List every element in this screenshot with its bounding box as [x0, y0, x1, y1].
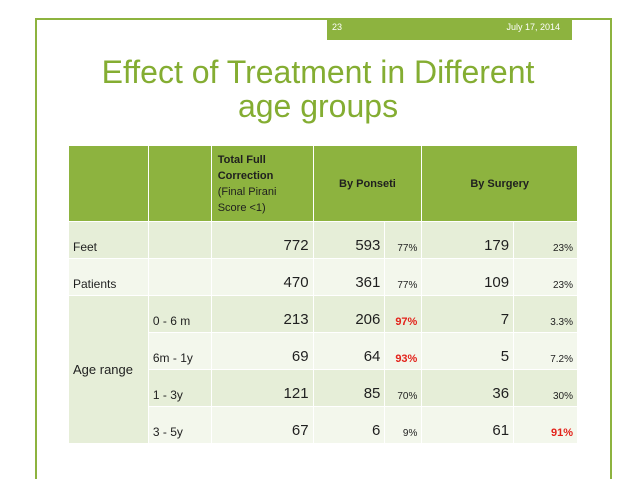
slide-header-bar: 23 July 17, 2014 — [327, 18, 572, 40]
title-line-1: Effect of Treatment in Different — [101, 54, 535, 90]
table-row: Feet 772 593 77% 179 23% — [68, 221, 578, 259]
table-row: Patients 470 361 77% 109 23% — [68, 258, 578, 296]
total-value: 772 — [210, 221, 314, 259]
surgery-percent: 30% — [513, 369, 578, 407]
ponseti-percent: 70% — [384, 369, 423, 407]
row-sub-label: 0 - 6 m — [147, 295, 212, 333]
ponseti-percent: 77% — [384, 258, 423, 296]
header-total-sub2: Score <1) — [217, 201, 266, 214]
row-label: Patients — [68, 258, 149, 296]
surgery-value: 36 — [421, 369, 515, 407]
surgery-percent: 7.2% — [513, 332, 578, 370]
header-by-ponseti: By Ponseti — [312, 145, 423, 222]
row-sub-label: 1 - 3y — [147, 369, 212, 407]
header-by-surgery: By Surgery — [421, 145, 578, 222]
slide-date: July 17, 2014 — [506, 22, 560, 32]
ponseti-value: 85 — [312, 369, 386, 407]
surgery-percent-highlight: 91% — [513, 406, 578, 444]
header-total-line2: Correction — [217, 169, 274, 182]
ponseti-value: 361 — [312, 258, 386, 296]
header-total-correction: Total Full Correction (Final Pirani Scor… — [210, 145, 314, 222]
table-header-row: Total Full Correction (Final Pirani Scor… — [68, 145, 578, 222]
ponseti-percent: 77% — [384, 221, 423, 259]
treatment-table: Total Full Correction (Final Pirani Scor… — [68, 145, 578, 444]
table-row: 1 - 3y 121 85 70% 36 30% — [69, 369, 578, 407]
ponseti-value: 64 — [312, 332, 386, 370]
total-value: 213 — [210, 295, 314, 333]
surgery-value: 7 — [421, 295, 515, 333]
row-sub-label: 3 - 5y — [147, 406, 212, 444]
ponseti-value: 593 — [312, 221, 386, 259]
age-range-label: Age range — [68, 295, 149, 444]
ponseti-value: 6 — [312, 406, 386, 444]
slide-title: Effect of Treatment in Different age gro… — [40, 55, 596, 123]
row-sub-label — [147, 258, 212, 296]
title-line-2: age groups — [237, 88, 399, 124]
ponseti-percent-highlight: 93% — [384, 332, 423, 370]
total-value: 121 — [210, 369, 314, 407]
slide-number: 23 — [332, 22, 343, 32]
ponseti-percent: 9% — [384, 406, 423, 444]
surgery-value: 109 — [421, 258, 515, 296]
surgery-value: 179 — [421, 221, 515, 259]
header-cell-empty — [147, 145, 212, 222]
table-row: Age range 0 - 6 m 213 206 97% 7 3.3% — [68, 295, 578, 444]
row-sub-label: 6m - 1y — [147, 332, 212, 370]
ponseti-value: 206 — [312, 295, 386, 333]
surgery-value: 5 — [421, 332, 515, 370]
row-label: Feet — [68, 221, 149, 259]
total-value: 67 — [210, 406, 314, 444]
header-total-sub1: (Final Pirani — [217, 185, 277, 198]
table-row: 3 - 5y 67 6 9% 61 91% — [69, 406, 578, 444]
surgery-percent: 23% — [513, 258, 578, 296]
ponseti-percent-highlight: 97% — [384, 295, 423, 333]
header-cell-empty — [68, 145, 149, 222]
table-row: 6m - 1y 69 64 93% 5 7.2% — [69, 332, 578, 370]
row-sub-label — [147, 221, 212, 259]
surgery-value: 61 — [421, 406, 515, 444]
total-value: 470 — [210, 258, 314, 296]
header-total-line1: Total Full — [217, 153, 266, 166]
surgery-percent: 23% — [513, 221, 578, 259]
surgery-percent: 3.3% — [513, 295, 578, 333]
total-value: 69 — [210, 332, 314, 370]
